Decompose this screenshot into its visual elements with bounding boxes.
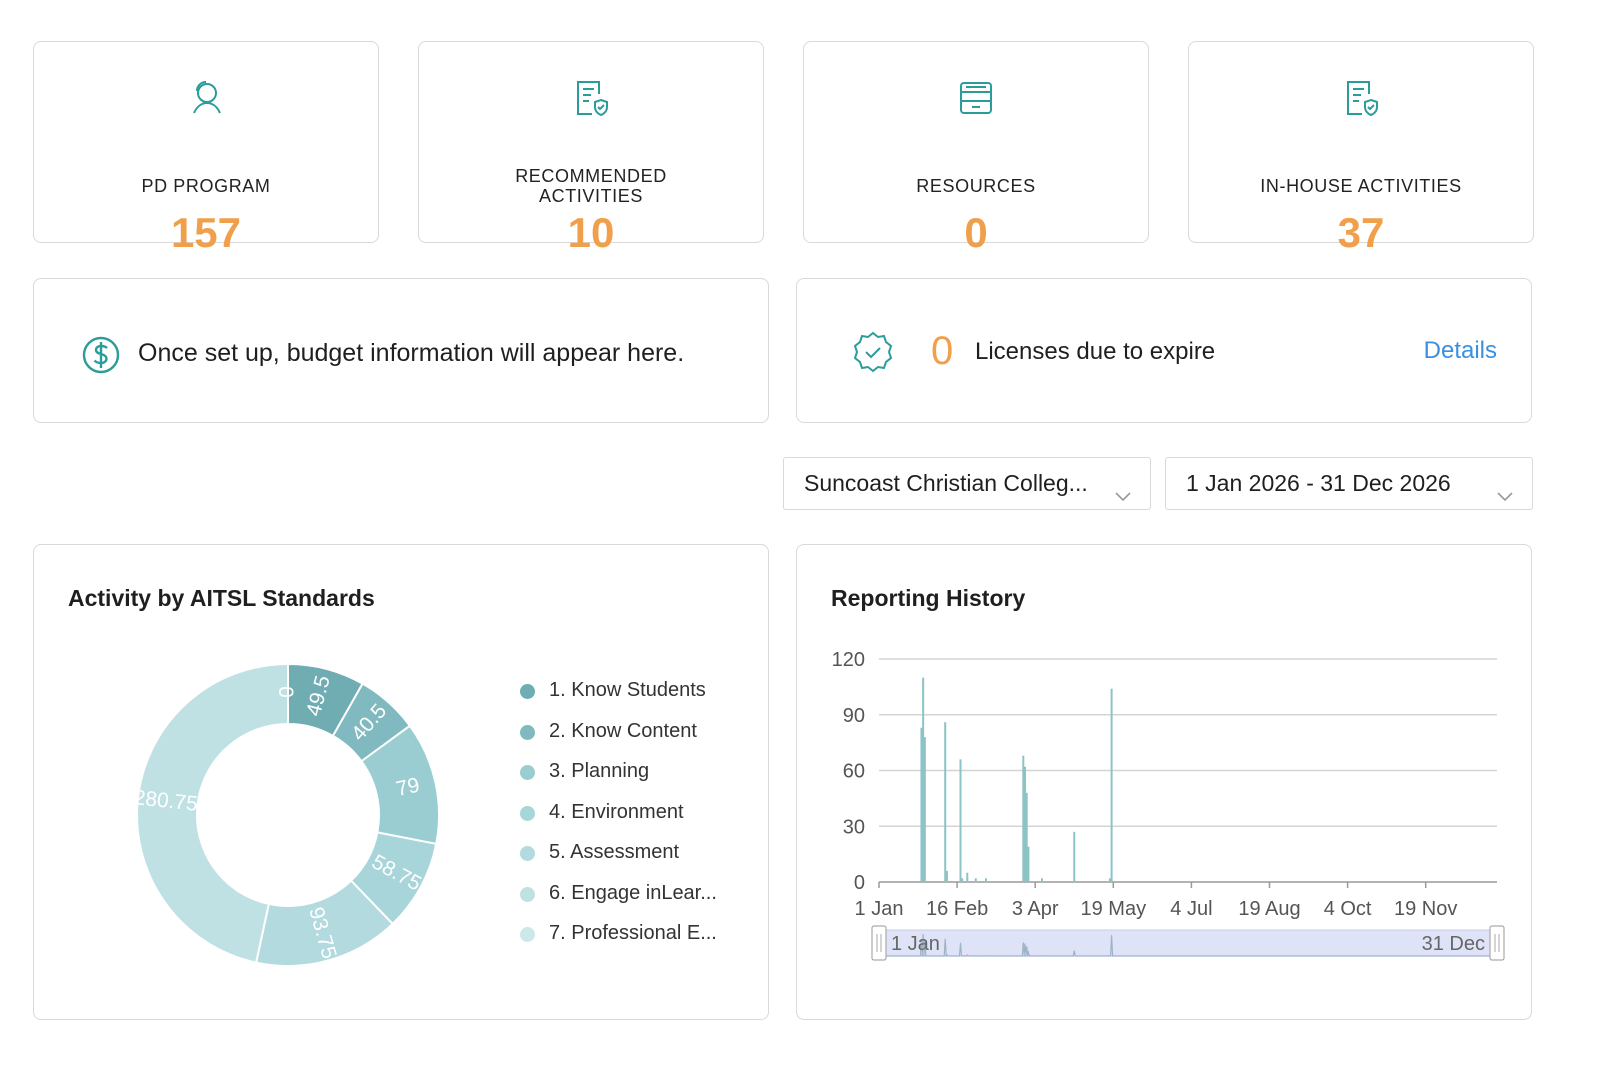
zoom-handle-start[interactable] xyxy=(871,925,887,961)
x-tick-label: 19 Nov xyxy=(1394,898,1457,920)
zoom-end-label: 31 Dec xyxy=(1422,933,1485,955)
stat-card-in-house-activities[interactable]: IN-HOUSE ACTIVITIES 37 xyxy=(1188,41,1534,254)
legend-item[interactable]: 7. Professional E... xyxy=(520,922,717,963)
history-bar[interactable] xyxy=(1024,766,1027,882)
x-tick-label: 16 Feb xyxy=(926,898,988,920)
stat-label: ACTIVITIES xyxy=(538,186,643,206)
legend-label: 7. Professional E... xyxy=(549,922,717,944)
legend-label: 5. Assessment xyxy=(549,841,680,863)
details-link[interactable]: Details xyxy=(1423,337,1497,364)
stat-value: 157 xyxy=(170,209,242,256)
licenses-count: 0 xyxy=(931,329,954,373)
stat-card-resources[interactable]: RESOURCES 0 xyxy=(803,41,1149,254)
legend-item[interactable]: 6. Engage inLear... xyxy=(520,882,717,923)
user-icon xyxy=(34,76,378,120)
history-bar[interactable] xyxy=(945,870,948,882)
history-bar[interactable] xyxy=(1073,831,1076,882)
history-bar[interactable] xyxy=(974,878,977,882)
budget-message: Once set up, budget information will app… xyxy=(138,339,685,367)
date-range-value: 1 Jan 2026 - 31 Dec 2026 xyxy=(1186,470,1451,496)
x-tick-label: 1 Jan xyxy=(855,898,904,920)
legend-dot xyxy=(520,724,535,740)
zoom-slider-preview xyxy=(879,933,1497,957)
history-bar[interactable] xyxy=(984,878,987,882)
y-tick-label: 120 xyxy=(832,649,865,671)
budget-card: Once set up, budget information will app… xyxy=(33,278,769,423)
history-bar[interactable] xyxy=(966,872,969,882)
history-bar[interactable] xyxy=(1027,846,1030,882)
archive-box-icon xyxy=(804,76,1148,120)
history-bar[interactable] xyxy=(961,878,964,882)
zoom-handle-end[interactable] xyxy=(1489,925,1505,961)
date-range-select[interactable]: 1 Jan 2026 - 31 Dec 2026 xyxy=(1165,457,1533,510)
stat-label: IN-HOUSE ACTIVITIES xyxy=(1260,176,1462,196)
history-bar[interactable] xyxy=(1108,878,1111,882)
licenses-label: Licenses due to expire xyxy=(975,338,1216,365)
history-bar[interactable] xyxy=(1040,878,1043,882)
y-tick-label: 60 xyxy=(843,761,865,783)
badge-check-icon xyxy=(851,330,895,379)
history-bar[interactable] xyxy=(1022,755,1025,882)
legend-item[interactable]: 5. Assessment xyxy=(520,841,717,882)
y-tick-label: 30 xyxy=(843,816,865,838)
chevron-down-icon xyxy=(1496,472,1514,522)
stat-label: RESOURCES xyxy=(916,176,1036,196)
stat-value: 0 xyxy=(964,209,988,256)
legend-label: 2. Know Content xyxy=(549,719,697,742)
history-bar[interactable] xyxy=(944,722,947,882)
donut-slice[interactable] xyxy=(136,662,289,964)
zoom-start-label: 1 Jan xyxy=(891,933,940,955)
y-tick-label: 90 xyxy=(843,705,865,727)
slice-label: 0 xyxy=(276,686,299,698)
y-tick-label: 0 xyxy=(854,872,865,894)
legend-label: 1. Know Students xyxy=(549,679,706,701)
chart-legend: 1. Know Students 2. Know Content 3. Plan… xyxy=(520,679,717,963)
stat-card-pd-program[interactable]: PD PROGRAM 157 xyxy=(33,41,379,254)
school-select-value: Suncoast Christian Colleg... xyxy=(804,470,1088,496)
x-tick-label: 4 Oct xyxy=(1324,898,1372,920)
legend-item[interactable]: 3. Planning xyxy=(520,760,717,801)
aitsl-chart-card: Activity by AITSL Standards 49.5 40.5 79 58… xyxy=(33,544,769,1020)
stat-value: 37 xyxy=(1337,209,1385,256)
history-bar[interactable] xyxy=(1025,792,1028,882)
zoom-slider-track[interactable] xyxy=(878,929,1498,957)
history-chart-card: Reporting History 0 30 60 90 120 1 Jan 16 Feb 3… xyxy=(796,544,1532,1020)
history-bar[interactable] xyxy=(1110,688,1113,882)
legend-label: 3. Planning xyxy=(549,760,650,782)
legend-item[interactable]: 4. Environment xyxy=(520,801,717,842)
chart-title: Activity by AITSL Standards xyxy=(68,585,375,611)
legend-dot xyxy=(520,805,535,821)
history-bar[interactable] xyxy=(922,677,925,882)
legend-dot xyxy=(520,765,535,780)
history-bar[interactable] xyxy=(959,759,962,882)
stat-label: RECOMMENDED xyxy=(515,166,667,186)
stat-value: 10 xyxy=(567,209,615,256)
chevron-down-icon xyxy=(1114,472,1132,522)
legend-dot xyxy=(520,927,535,942)
reporting-history-chart: 0 30 60 90 120 1 Jan 16 Feb 3 Apr 19 May 4 Jul 19 … xyxy=(832,649,1505,961)
legend-dot xyxy=(520,846,535,861)
slice-label: 79 xyxy=(394,773,422,801)
legend-item[interactable]: 2. Know Content xyxy=(520,720,717,761)
legend-dot xyxy=(520,684,535,699)
x-tick-label: 4 Jul xyxy=(1170,898,1212,920)
legend-label: 6. Engage inLear... xyxy=(549,881,717,904)
x-tick-label: 3 Apr xyxy=(1012,898,1059,920)
chart-title: Reporting History xyxy=(831,585,1026,611)
document-check-icon xyxy=(1189,76,1533,120)
x-tick-label: 19 May xyxy=(1080,898,1146,920)
history-bar[interactable] xyxy=(923,737,926,882)
legend-label: 4. Environment xyxy=(549,800,684,823)
legend-item[interactable]: 1. Know Students xyxy=(520,679,717,720)
dollar-icon xyxy=(81,335,121,380)
stat-label: PD PROGRAM xyxy=(141,176,271,196)
stat-card-recommended-activities[interactable]: RECOMMENDED ACTIVITIES 10 xyxy=(418,41,764,254)
history-bar[interactable] xyxy=(920,727,923,882)
legend-dot xyxy=(520,886,535,902)
document-check-icon xyxy=(419,76,763,120)
licenses-card: 0 Licenses due to expire Details xyxy=(796,278,1532,423)
school-select[interactable]: Suncoast Christian Colleg... xyxy=(783,457,1151,510)
x-tick-label: 19 Aug xyxy=(1238,898,1300,920)
